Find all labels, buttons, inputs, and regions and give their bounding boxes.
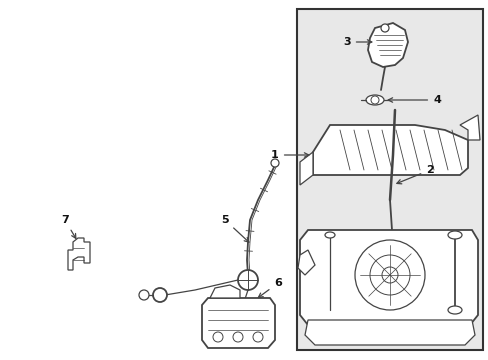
- Ellipse shape: [447, 306, 461, 314]
- Text: 6: 6: [258, 278, 282, 297]
- Circle shape: [381, 267, 397, 283]
- Polygon shape: [299, 152, 312, 185]
- Ellipse shape: [447, 231, 461, 239]
- Text: 1: 1: [270, 150, 308, 160]
- Text: 5: 5: [221, 215, 248, 242]
- Circle shape: [270, 159, 279, 167]
- Bar: [296, 9, 482, 350]
- Circle shape: [153, 288, 167, 302]
- Polygon shape: [299, 230, 477, 325]
- Polygon shape: [68, 238, 90, 270]
- Circle shape: [252, 332, 263, 342]
- Polygon shape: [202, 298, 274, 348]
- Circle shape: [370, 96, 378, 104]
- Ellipse shape: [325, 232, 334, 238]
- Polygon shape: [209, 285, 240, 298]
- Text: 4: 4: [387, 95, 440, 105]
- Polygon shape: [459, 115, 479, 140]
- Text: 3: 3: [343, 37, 371, 47]
- Text: 2: 2: [396, 165, 433, 184]
- Circle shape: [139, 290, 149, 300]
- Polygon shape: [367, 23, 407, 67]
- Circle shape: [354, 240, 424, 310]
- Circle shape: [232, 332, 243, 342]
- Circle shape: [213, 332, 223, 342]
- Polygon shape: [297, 250, 314, 275]
- Polygon shape: [312, 125, 467, 175]
- Polygon shape: [305, 320, 474, 345]
- Ellipse shape: [365, 95, 383, 105]
- Text: 7: 7: [61, 215, 76, 238]
- Circle shape: [380, 24, 388, 32]
- Circle shape: [238, 270, 258, 290]
- Circle shape: [369, 255, 409, 295]
